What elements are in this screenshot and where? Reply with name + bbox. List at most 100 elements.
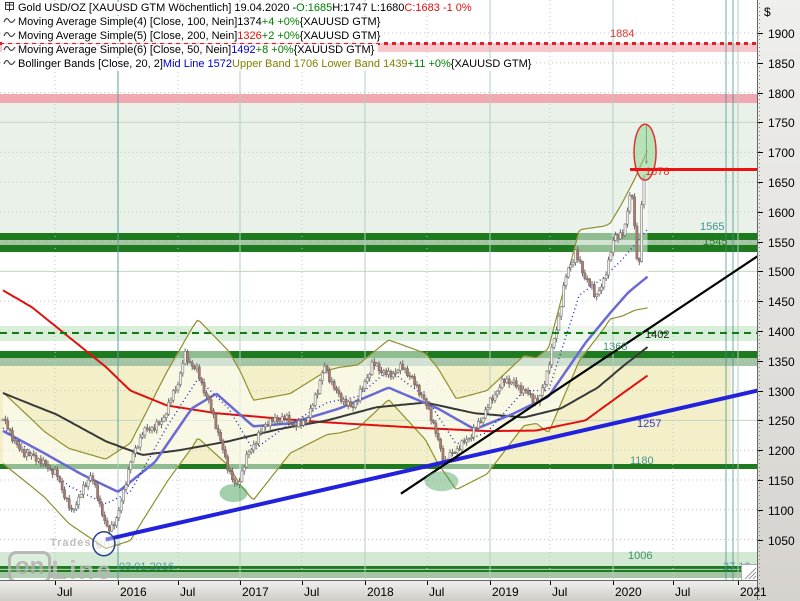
trendline-steep-support <box>400 255 757 495</box>
y-tick <box>758 331 763 332</box>
legend-row-4[interactable]: Bollinger Bands [Close, 20, 2] Mid Line … <box>2 57 536 72</box>
x-tick <box>738 581 739 585</box>
x-tick-label: 2016 <box>120 585 147 599</box>
legend-row-3[interactable]: Moving Average Simple(6) [Close, 50, Nei… <box>2 43 379 58</box>
annotation-ellipse-low-2015 <box>92 531 116 557</box>
bar-1545 <box>0 245 757 252</box>
ma-100-line <box>2 346 649 456</box>
glow-1006 <box>0 552 757 566</box>
x-tick-label: Jul <box>57 585 73 599</box>
legend-row-0[interactable]: Gold USD/OZ [XAUUSD GTM Wöchentlich] 19.… <box>2 2 476 15</box>
legend-row-1[interactable]: Moving Average Simple(4) [Close, 100, Ne… <box>2 16 385 29</box>
y-tick-label: 1850 <box>768 56 795 71</box>
wave-icon <box>3 43 18 58</box>
y-tick <box>758 241 763 243</box>
x-tick <box>613 581 614 585</box>
x-tick <box>178 581 179 585</box>
y-tick <box>758 33 763 34</box>
y-tick-label: 1800 <box>768 86 795 101</box>
legend-text-segment: Gold USD/OZ [XAUUSD GTM Wöchentlich] 19.… <box>18 2 297 14</box>
candles <box>1 124 648 536</box>
x-tick-label: Jul <box>304 585 320 599</box>
y-tick-label: 1450 <box>768 295 795 310</box>
y-tick-label: 1100 <box>768 503 794 518</box>
y-tick <box>758 539 763 541</box>
wave-icon <box>3 29 18 44</box>
y-tick-label: 1400 <box>768 325 795 339</box>
band-1006 <box>0 572 757 578</box>
x-tick <box>490 581 491 585</box>
bar-1180 <box>0 464 757 469</box>
x-tick-label: 2017 <box>242 585 269 599</box>
legend-text-segment: +8 +0% <box>255 44 294 56</box>
y-tick-label: 1650 <box>768 176 795 190</box>
trendline-long-term-support <box>105 388 757 542</box>
y-tick-label: 1500 <box>768 265 795 280</box>
y-tick-label: 1700 <box>768 146 795 161</box>
ma-200-line <box>2 289 649 433</box>
time-axis[interactable]: Jul 2016 Jul 2017 Jul 2018 Jul 2019 Jul 2020 Jul 20… <box>0 580 767 601</box>
y-tick <box>758 390 763 392</box>
x-tick <box>365 581 366 585</box>
legend-text-segment: {XAUUSD GTM} <box>299 30 381 42</box>
y-tick <box>758 182 763 183</box>
x-tick <box>427 581 428 585</box>
zone-1800 <box>0 94 757 105</box>
x-tick-label: 2018 <box>367 585 394 599</box>
y-tick-label: 1350 <box>768 354 795 369</box>
legend-text-segment: 1326 <box>237 30 262 42</box>
y-tick <box>758 301 763 303</box>
legend-text-segment: Upper Band 1706 Lower Band 1439 <box>232 58 408 70</box>
y-tick <box>758 450 763 452</box>
legend-text-segment: +11 +0% <box>407 58 451 70</box>
legend-text-segment: {XAUUSD GTM} <box>450 58 532 70</box>
x-tick <box>673 581 674 585</box>
y-tick-label: 1150 <box>768 474 794 488</box>
x-tick <box>118 581 119 585</box>
y-tick <box>758 509 763 511</box>
y-tick <box>758 360 763 362</box>
x-tick-label: Jul <box>180 585 196 599</box>
y-tick <box>758 92 763 94</box>
legend-text-segment: Moving Average Simple(6) [Close, 50, Nei… <box>18 44 232 56</box>
x-tick <box>240 581 241 585</box>
y-tick-label: 1600 <box>768 205 795 220</box>
legend-text-segment: Moving Average Simple(4) [Close, 100, Ne… <box>18 16 238 28</box>
y-tick-label: 1300 <box>768 384 795 399</box>
bar-1565-1545-gap <box>0 240 757 245</box>
chart-window-icon <box>3 1 18 16</box>
y-tick <box>758 420 763 422</box>
y-tick <box>758 211 763 213</box>
resize-grip[interactable] <box>741 564 757 580</box>
bar-1565 <box>0 233 757 240</box>
x-tick <box>55 581 56 585</box>
y-tick-label: 1250 <box>768 414 795 429</box>
legend-row-2[interactable]: Moving Average Simple(5) [Close, 200, Ne… <box>2 29 385 44</box>
legend-text-segment: Bollinger Bands [Close, 20, 2] <box>18 58 163 70</box>
price-axis[interactable]: $ 1900 1850 1800 1750 1700 1650 1600 1550 1500 14… <box>757 0 800 600</box>
y-tick <box>758 62 763 64</box>
legend-text-segment: 1492 <box>231 44 256 56</box>
legend-text-segment: C:1683 -1 0% <box>404 2 472 14</box>
legend-text-segment: O:1685 <box>296 2 333 14</box>
legend-text-segment: {XAUUSD GTM} <box>293 44 375 56</box>
y-tick <box>758 152 763 154</box>
annotation-ellipse-low-2018 <box>424 471 459 492</box>
legend-text-segment: 1374 <box>237 16 262 28</box>
legend-text-segment: {XAUUSD GTM} <box>299 16 381 28</box>
x-tick-label: 2020 <box>615 585 642 599</box>
x-tick-label: 2019 <box>492 585 519 599</box>
x-tick-label: 2021 <box>740 585 767 599</box>
y-tick-label: 1900 <box>768 27 795 41</box>
minor-ticks <box>759 0 760 600</box>
y-tick-label: 1550 <box>768 235 795 250</box>
annotation-ellipse-low-2016 <box>219 484 248 503</box>
currency-label: $ <box>764 5 771 19</box>
chart-plot-area[interactable]: Tradesignal on Line 1884 1678 1565 1545 1402… <box>0 0 757 580</box>
bollinger-lower-line <box>2 307 648 549</box>
price-plot <box>0 0 757 580</box>
legend-text-segment: +4 +0% <box>261 16 300 28</box>
wave-icon <box>3 57 18 72</box>
glow-1884 <box>0 43 757 52</box>
legend-text-segment: Mid Line 1572 <box>162 58 233 70</box>
